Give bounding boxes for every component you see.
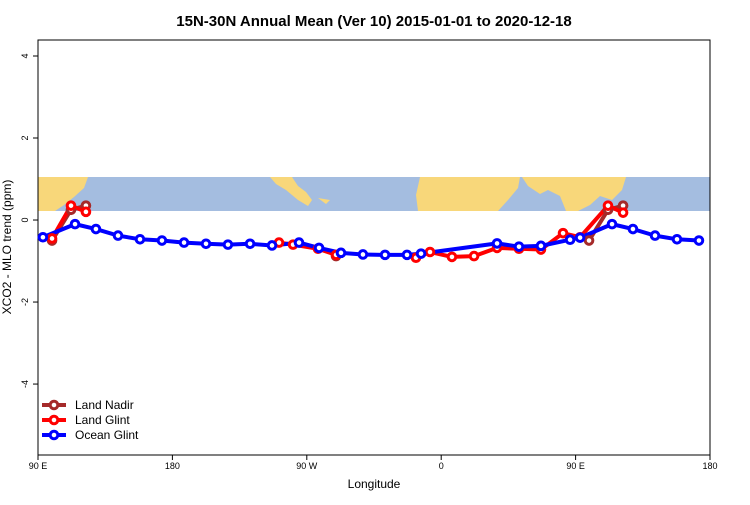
- data-point: [671, 233, 683, 245]
- data-point: [357, 249, 369, 260]
- data-point: [574, 232, 586, 243]
- y-tick-label: -2: [20, 298, 30, 306]
- legend-label: Land Glint: [75, 413, 130, 427]
- data-point: [602, 200, 614, 211]
- data-point: [491, 238, 503, 249]
- legend-marker: [48, 399, 60, 411]
- land-map: [318, 198, 330, 204]
- data-point: [468, 250, 480, 262]
- data-point: [65, 200, 77, 211]
- y-tick-label: 4: [20, 53, 30, 58]
- legend-label: Ocean Glint: [75, 428, 139, 442]
- y-tick-label: 2: [20, 136, 30, 141]
- data-point: [134, 233, 146, 245]
- data-point: [37, 231, 49, 243]
- data-point: [178, 237, 190, 248]
- data-point: [446, 251, 458, 263]
- legend-marker: [48, 414, 60, 426]
- data-point: [46, 233, 58, 244]
- x-tick-label: 90 W: [296, 461, 318, 471]
- data-point: [313, 242, 325, 254]
- data-point: [513, 241, 525, 252]
- data-point: [557, 227, 569, 239]
- data-point: [90, 223, 102, 235]
- data-point: [244, 238, 256, 250]
- legend-marker: [48, 429, 60, 441]
- y-axis-label: XCO2 - MLO trend (ppm): [0, 180, 14, 315]
- data-point: [156, 235, 168, 246]
- data-point: [335, 247, 347, 259]
- data-point: [583, 235, 595, 246]
- x-tick-label: 0: [439, 461, 444, 471]
- data-point: [693, 235, 705, 246]
- data-point: [401, 249, 413, 261]
- y-tick-label: 0: [20, 218, 30, 223]
- x-tick-label: 90 E: [566, 461, 585, 471]
- land-map: [38, 177, 88, 211]
- y-tick-label: -4: [20, 380, 30, 388]
- land-map: [416, 177, 520, 211]
- data-point: [379, 249, 391, 261]
- data-point: [112, 230, 124, 241]
- plot-frame: [37, 39, 711, 456]
- data-point: [649, 230, 661, 241]
- data-point: [80, 206, 92, 218]
- legend-label: Land Nadir: [75, 398, 134, 412]
- land-map: [270, 177, 312, 206]
- data-point: [293, 237, 305, 248]
- series-line: [42, 222, 700, 257]
- data-point: [69, 218, 81, 230]
- data-point: [606, 218, 618, 230]
- x-tick-label: 180: [702, 461, 717, 471]
- x-tick-label: 180: [165, 461, 180, 471]
- map-band: [38, 177, 710, 211]
- data-point: [266, 240, 278, 251]
- data-point: [627, 223, 639, 235]
- chart-title: 15N-30N Annual Mean (Ver 10) 2015-01-01 …: [176, 13, 571, 30]
- data-point: [222, 239, 234, 250]
- land-map: [522, 177, 626, 211]
- data-point: [564, 234, 576, 246]
- x-tick-label: 90 E: [29, 461, 48, 471]
- data-point: [200, 238, 212, 250]
- data-point: [424, 246, 436, 258]
- data-point: [415, 248, 427, 259]
- data-point: [535, 240, 547, 252]
- x-axis-label: Longitude: [348, 477, 401, 491]
- data-point: [617, 207, 629, 218]
